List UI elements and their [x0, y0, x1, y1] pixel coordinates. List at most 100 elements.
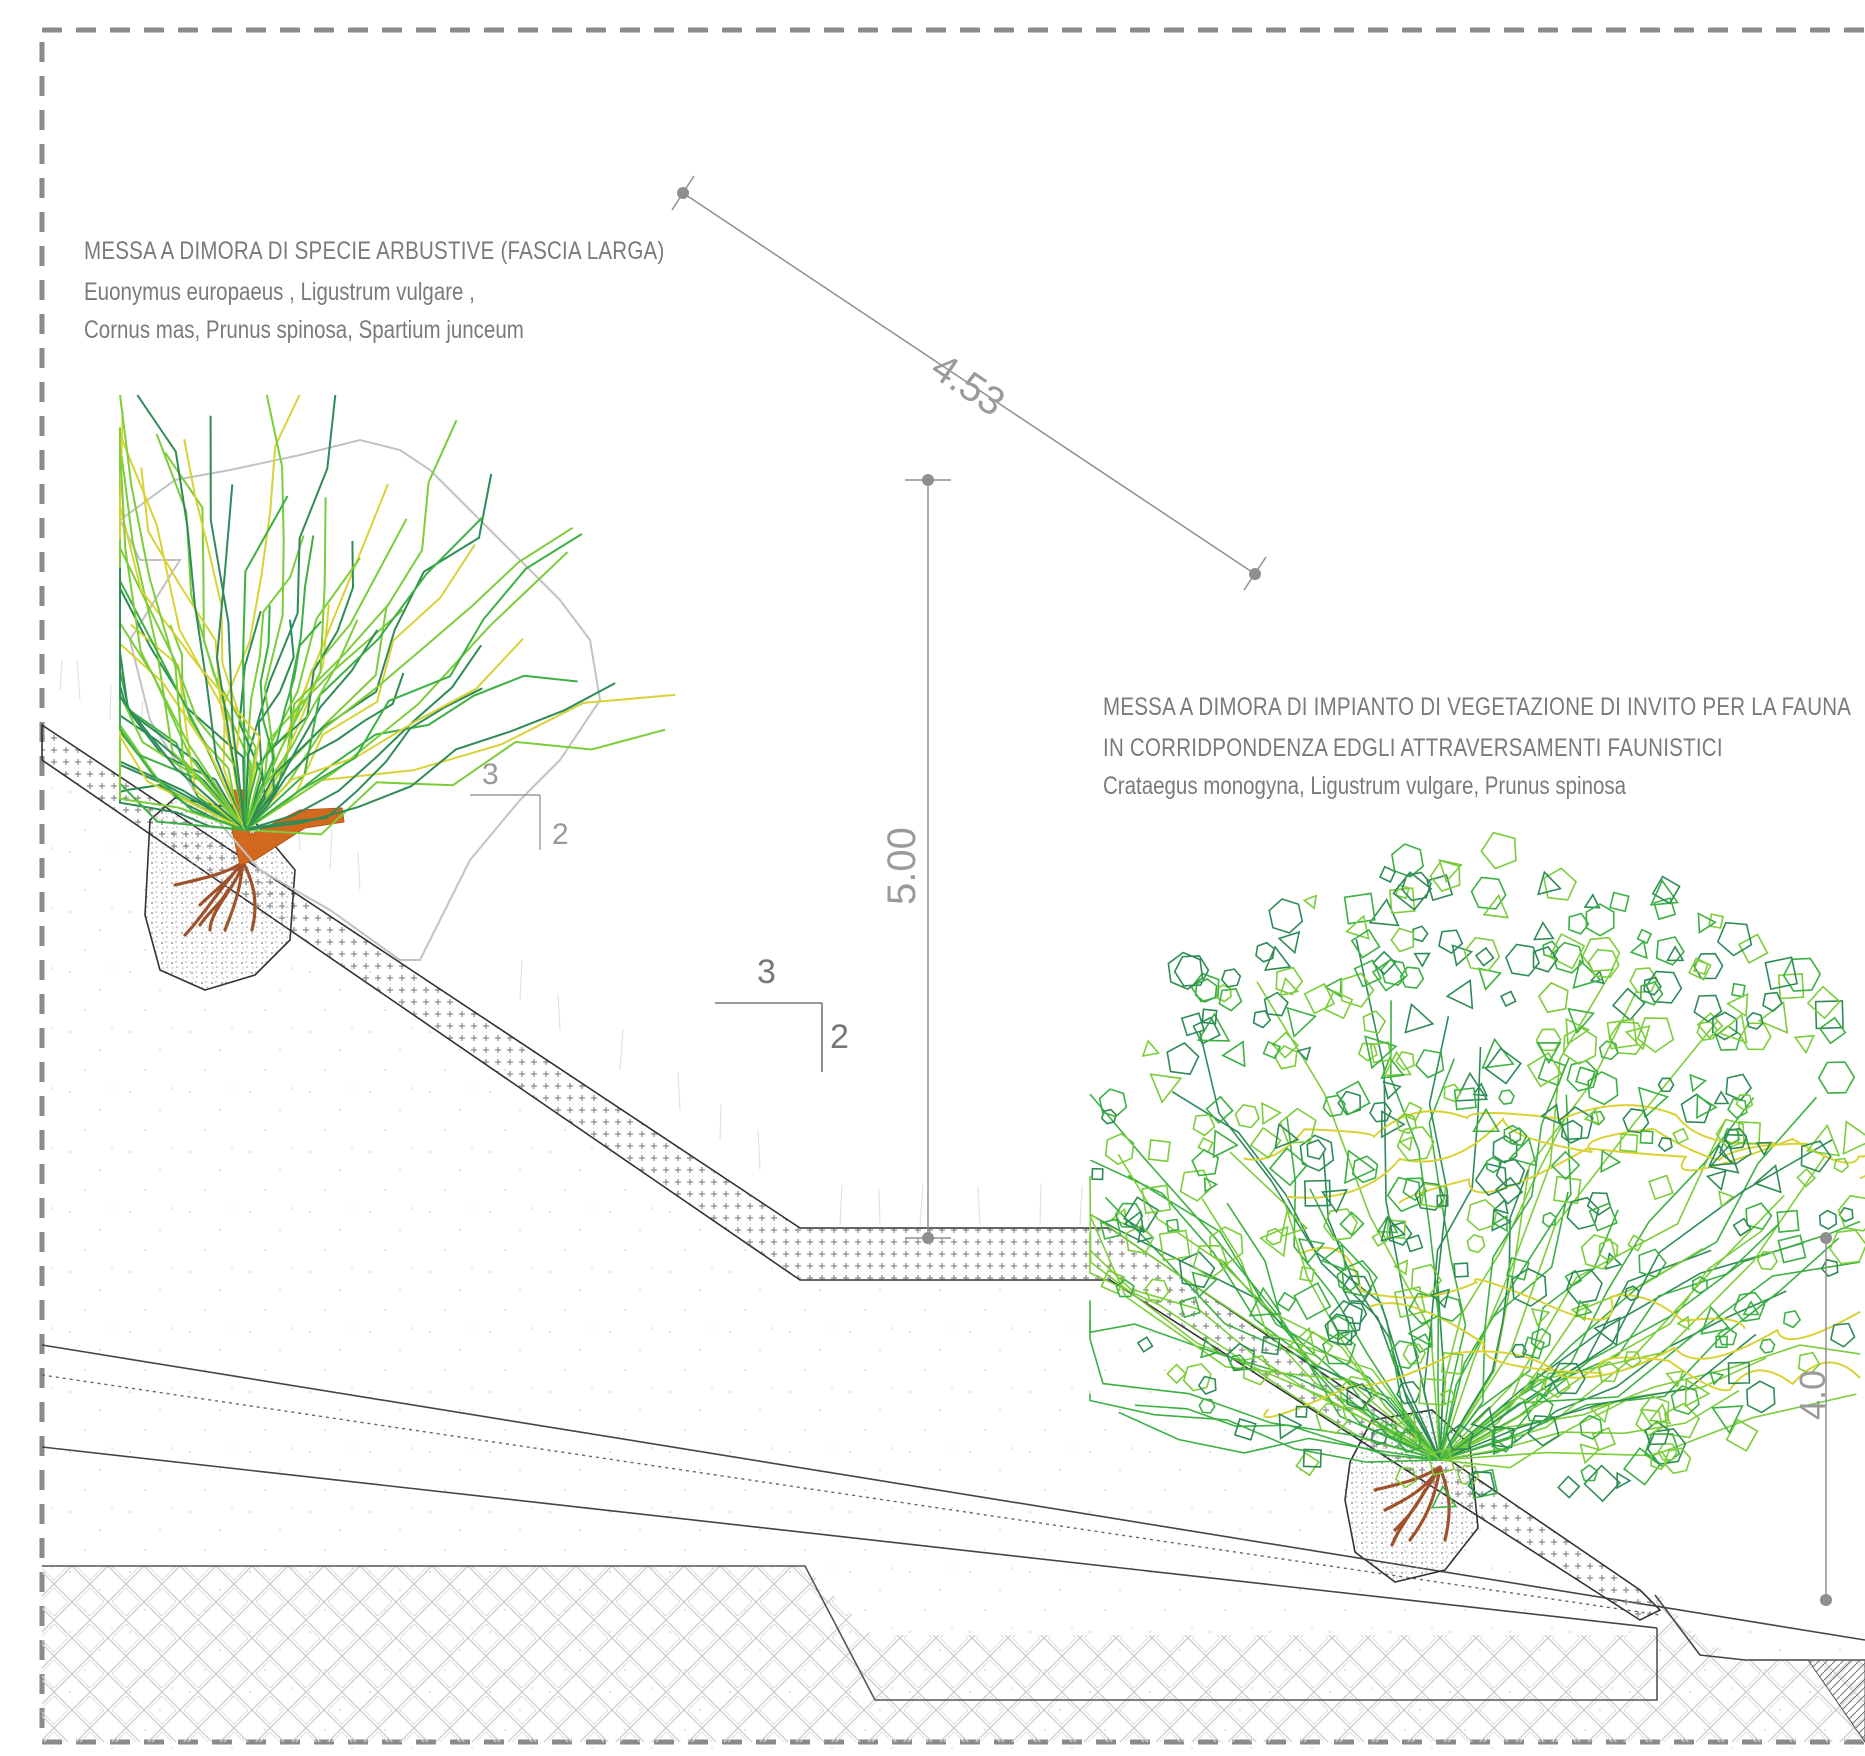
leaf	[1298, 1048, 1310, 1060]
leaf	[1468, 1200, 1497, 1230]
leaf	[1269, 899, 1302, 933]
leaf	[1347, 916, 1369, 939]
leaf	[1405, 1004, 1432, 1032]
leaf	[1223, 1042, 1245, 1066]
leaf	[1437, 1296, 1461, 1321]
leaf	[1539, 983, 1568, 1012]
leaf	[1727, 1420, 1758, 1451]
leaf	[1760, 1339, 1774, 1353]
leaf	[1610, 893, 1629, 912]
fauna-title-line-2: IN CORRIDPONDENZA EDGLI ATTRAVERSAMENTI …	[1103, 734, 1723, 763]
shrubs-title: MESSA A DIMORA DI SPECIE ARBUSTIVE (FASC…	[84, 237, 665, 266]
leaf	[1590, 1203, 1617, 1230]
leaf	[1718, 923, 1752, 956]
leaf	[1193, 1115, 1214, 1136]
leaf	[1439, 930, 1462, 953]
slope-run: 3	[757, 953, 776, 992]
slope-rise: 2	[830, 1018, 849, 1057]
leaf	[1267, 1229, 1282, 1245]
leaf	[1481, 833, 1516, 869]
leaf	[1261, 1227, 1288, 1256]
leaf	[1370, 1103, 1391, 1122]
leaf	[1819, 1062, 1854, 1093]
leaf	[1265, 947, 1290, 970]
leaf	[1416, 1050, 1444, 1078]
leaf	[1667, 947, 1683, 961]
leaf	[1256, 943, 1274, 962]
height-label: 5.00	[880, 827, 925, 905]
leaf	[1593, 1428, 1615, 1450]
leaf	[1160, 1230, 1190, 1260]
leaf	[1262, 1103, 1280, 1124]
leaf	[1544, 868, 1576, 900]
leaf	[1476, 948, 1494, 966]
leaf	[1534, 923, 1553, 940]
leaf	[1784, 1311, 1800, 1328]
leaf	[1795, 1036, 1814, 1053]
leaf	[1472, 878, 1506, 909]
leaf	[1380, 867, 1395, 882]
leaf	[1765, 957, 1797, 989]
leaf	[1747, 1381, 1775, 1412]
leaf	[1694, 961, 1708, 975]
leaf	[1569, 914, 1589, 934]
leaf	[1738, 1122, 1760, 1144]
leaf	[1558, 1477, 1579, 1498]
leaf	[1830, 1230, 1865, 1264]
leaf	[1646, 971, 1681, 1003]
leaf	[1659, 1138, 1672, 1151]
dim-dot	[1820, 1232, 1832, 1244]
right-partial-label: 4.0	[1792, 1370, 1834, 1420]
leaf	[1569, 1009, 1594, 1033]
leaf	[1116, 1204, 1143, 1228]
leaf	[1304, 896, 1316, 909]
leaf	[1831, 1324, 1855, 1347]
leaf	[1392, 844, 1423, 877]
leaf	[1646, 1422, 1670, 1445]
leaf	[1613, 989, 1644, 1020]
dim-dot	[677, 187, 689, 199]
shrub-left-foliage	[120, 395, 675, 834]
leaf	[1467, 1235, 1484, 1253]
leaf	[1759, 1003, 1787, 1033]
leaf	[1151, 1074, 1181, 1102]
leaf	[1708, 1171, 1726, 1190]
leaf	[1092, 1169, 1103, 1180]
leaf	[1728, 994, 1748, 1016]
leaf	[1698, 914, 1715, 933]
leaf	[1454, 1263, 1468, 1277]
leaf	[1419, 1379, 1445, 1405]
leaf	[1820, 1211, 1837, 1230]
leaf	[1651, 881, 1678, 905]
slope-rise-small: 2	[552, 818, 569, 852]
leaf	[1694, 954, 1722, 979]
tree-branch	[1440, 1170, 1528, 1460]
leaf	[1345, 1151, 1375, 1183]
leaf	[1476, 1164, 1507, 1196]
slope-ratio-symbol	[715, 1003, 822, 1072]
leaf	[1807, 1126, 1839, 1156]
leaf	[1373, 952, 1395, 974]
dim-dot	[1820, 1594, 1832, 1606]
leaf	[1610, 1022, 1646, 1054]
leaf	[1808, 987, 1840, 1019]
leaf	[1415, 953, 1430, 966]
leaf	[1820, 1018, 1845, 1044]
fauna-species: Crataegus monogyna, Ligustrum vulgare, P…	[1103, 772, 1626, 801]
leaf	[1143, 1041, 1159, 1056]
leaf	[1528, 1053, 1561, 1086]
leaf	[1501, 992, 1516, 1007]
leaf	[1288, 1008, 1316, 1036]
leaf	[1167, 1043, 1198, 1074]
leaf	[1278, 1293, 1296, 1311]
leaf	[1638, 930, 1652, 944]
fauna-title-line-1: MESSA A DIMORA DI IMPIANTO DI VEGETAZION…	[1103, 693, 1851, 722]
leaf	[1755, 1166, 1781, 1193]
leaf	[1447, 981, 1472, 1009]
dim-dot	[922, 1232, 934, 1244]
leaf	[1294, 1283, 1330, 1319]
leaf	[1342, 974, 1374, 1007]
leaf	[1834, 1159, 1848, 1173]
leaf	[1844, 1122, 1865, 1154]
